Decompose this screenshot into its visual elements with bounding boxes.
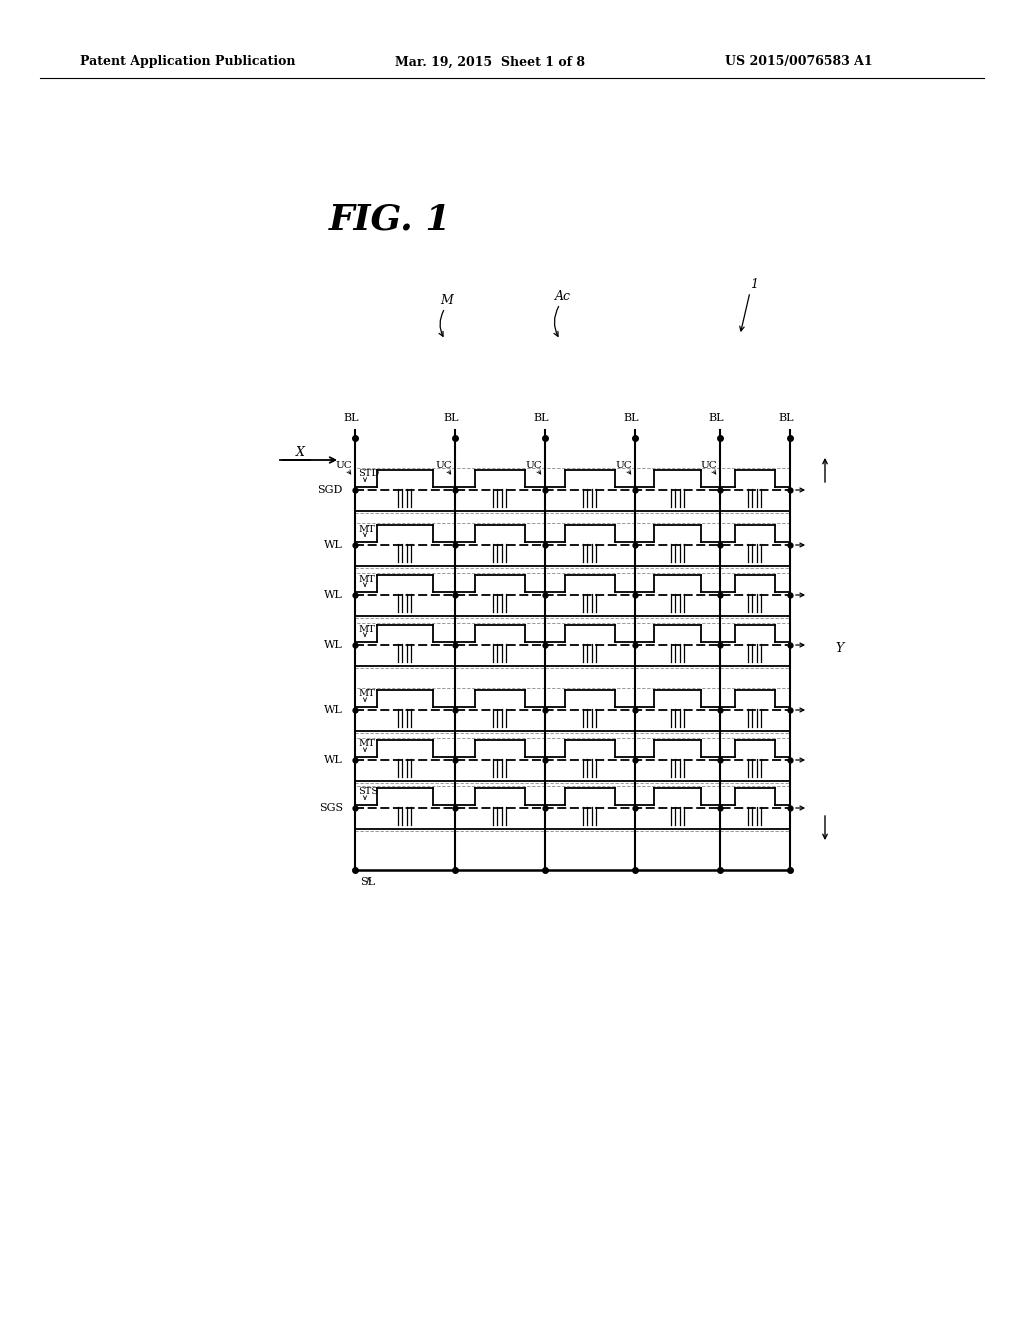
Text: MT: MT: [358, 624, 375, 634]
Bar: [355, 523, 455, 568]
Bar: [545, 738, 635, 783]
Text: Ac: Ac: [555, 289, 571, 302]
Bar: [455, 523, 545, 568]
Text: WL: WL: [325, 640, 343, 649]
Text: MT: MT: [358, 739, 375, 748]
Text: BL: BL: [623, 413, 639, 422]
Bar: [635, 523, 720, 568]
Bar: [455, 573, 545, 618]
Text: SGD: SGD: [317, 484, 343, 495]
Text: FIG. 1: FIG. 1: [329, 203, 452, 238]
Text: Y: Y: [835, 643, 843, 656]
Bar: [545, 623, 635, 668]
Bar: [635, 738, 720, 783]
Bar: [635, 623, 720, 668]
Text: 1: 1: [750, 277, 758, 290]
Text: M: M: [440, 293, 453, 306]
Text: SGS: SGS: [318, 803, 343, 813]
Text: UC: UC: [615, 461, 632, 470]
Bar: [455, 467, 545, 512]
Text: MT: MT: [358, 689, 375, 698]
Bar: [720, 467, 790, 512]
Bar: [545, 785, 635, 830]
Bar: [720, 523, 790, 568]
Bar: [720, 785, 790, 830]
Text: MT: MT: [358, 574, 375, 583]
Text: WL: WL: [325, 590, 343, 601]
Bar: [355, 738, 455, 783]
Bar: [720, 688, 790, 733]
Text: WL: WL: [325, 540, 343, 550]
Bar: [545, 523, 635, 568]
Text: MT: MT: [358, 524, 375, 533]
Text: WL: WL: [325, 705, 343, 715]
Bar: [355, 785, 455, 830]
Bar: [635, 573, 720, 618]
Bar: [720, 573, 790, 618]
Bar: [720, 623, 790, 668]
Text: STS: STS: [358, 788, 378, 796]
Text: UC: UC: [335, 461, 352, 470]
Bar: [635, 785, 720, 830]
Text: X: X: [296, 446, 304, 458]
Text: UC: UC: [435, 461, 452, 470]
Bar: [635, 688, 720, 733]
Bar: [355, 573, 455, 618]
Text: BL: BL: [778, 413, 794, 422]
Bar: [635, 467, 720, 512]
Bar: [545, 688, 635, 733]
Text: STD: STD: [358, 470, 379, 479]
Text: Mar. 19, 2015  Sheet 1 of 8: Mar. 19, 2015 Sheet 1 of 8: [395, 55, 585, 69]
Text: Patent Application Publication: Patent Application Publication: [80, 55, 296, 69]
Text: BL: BL: [534, 413, 549, 422]
Bar: [455, 738, 545, 783]
Bar: [455, 688, 545, 733]
Bar: [355, 688, 455, 733]
Text: US 2015/0076583 A1: US 2015/0076583 A1: [725, 55, 872, 69]
Text: WL: WL: [325, 755, 343, 766]
Bar: [455, 785, 545, 830]
Text: SL: SL: [360, 876, 375, 887]
Bar: [455, 623, 545, 668]
Text: BL: BL: [443, 413, 459, 422]
Bar: [720, 738, 790, 783]
Bar: [355, 623, 455, 668]
Bar: [355, 467, 455, 512]
Text: UC: UC: [700, 461, 717, 470]
Text: UC: UC: [525, 461, 542, 470]
Bar: [545, 467, 635, 512]
Bar: [545, 573, 635, 618]
Text: BL: BL: [343, 413, 358, 422]
Text: BL: BL: [708, 413, 724, 422]
